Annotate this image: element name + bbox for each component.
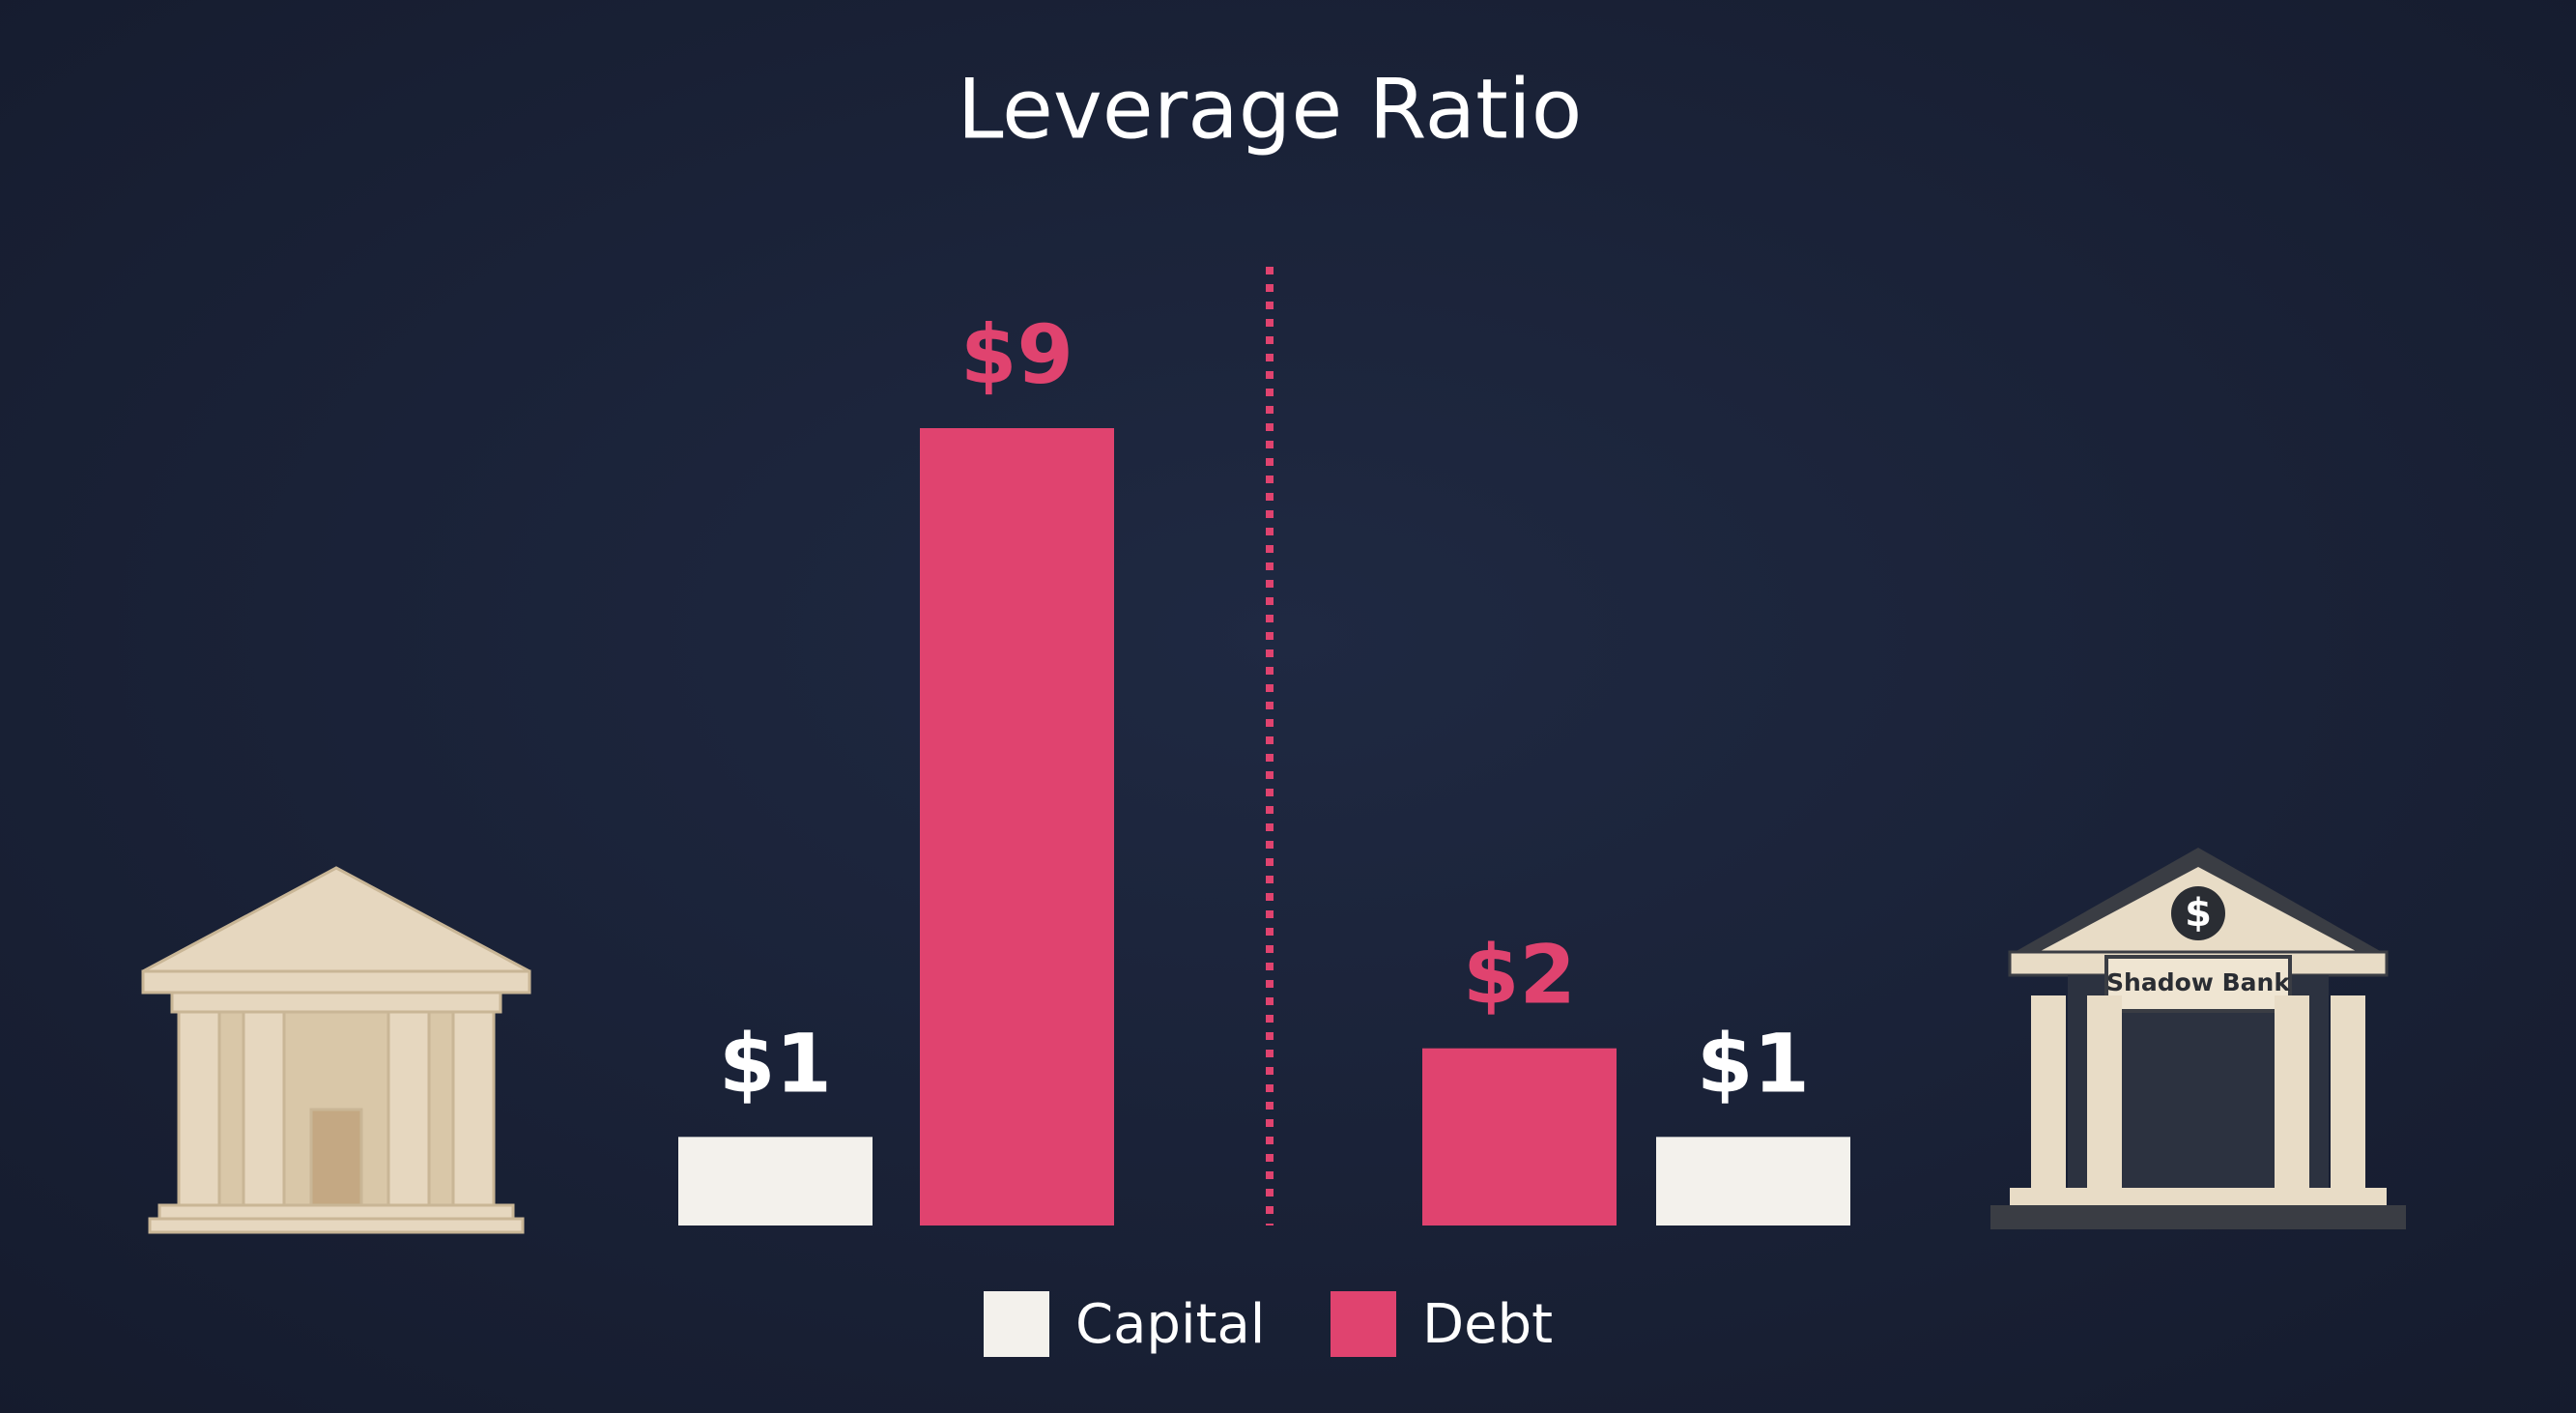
value-label: $1 <box>719 1016 832 1110</box>
value-label: $2 <box>1463 928 1576 1023</box>
bar <box>1422 1048 1617 1226</box>
bank-icon <box>141 866 531 1234</box>
value-label: $9 <box>960 307 1073 402</box>
value-label: $1 <box>1697 1016 1810 1110</box>
bar <box>1656 1137 1850 1226</box>
bar <box>920 428 1114 1226</box>
shadow-bank-icon: $ Shadow Bank <box>1990 848 2406 1229</box>
legend-swatch <box>984 1291 1049 1357</box>
legend-swatch <box>1331 1291 1396 1357</box>
legend-label: Debt <box>1422 1293 1553 1356</box>
bank-label: Shadow Bank <box>2106 968 2291 996</box>
bar <box>678 1137 873 1226</box>
legend-label: Capital <box>1075 1293 1265 1356</box>
dollar-icon: $ <box>2185 891 2212 936</box>
chart-title: Leverage Ratio <box>958 61 1583 158</box>
